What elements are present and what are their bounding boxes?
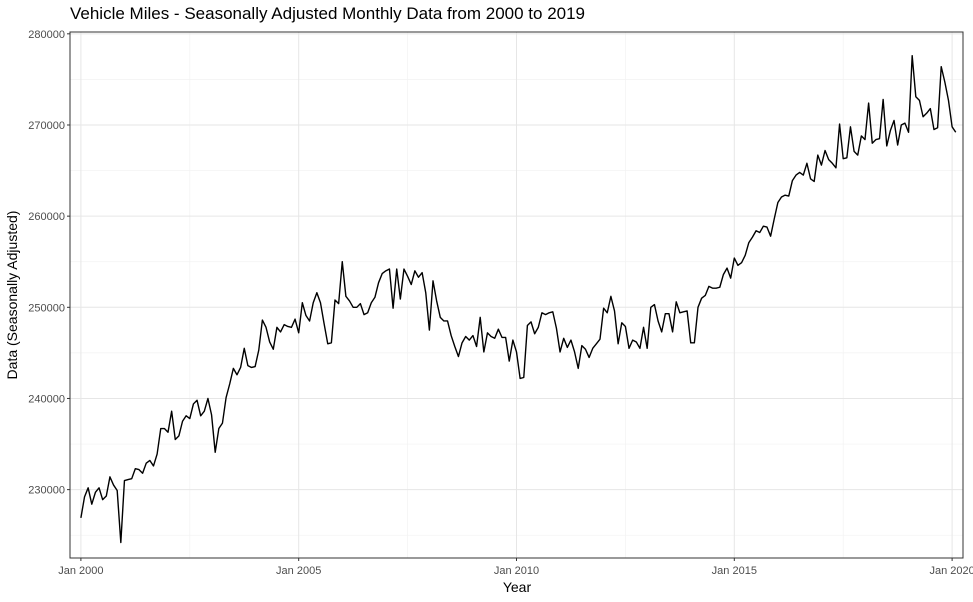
y-tick-label: 230000 bbox=[28, 485, 65, 497]
series-line bbox=[80, 55, 957, 544]
y-tick-label: 260000 bbox=[28, 211, 65, 223]
y-tick-label: 280000 bbox=[28, 29, 65, 41]
x-tick-label: Jan 2020 bbox=[929, 565, 973, 577]
y-axis-title: Data (Seasonally Adjusted) bbox=[4, 211, 20, 380]
x-axis-ticks: Jan 2000 Jan 2005 Jan 2010 Jan 2015 Jan 2020 bbox=[58, 558, 973, 577]
x-tick-label: Jan 2000 bbox=[58, 565, 103, 577]
x-tick-label: Jan 2010 bbox=[494, 565, 539, 577]
x-axis-title: Year bbox=[503, 579, 532, 595]
y-tick-label: 240000 bbox=[28, 393, 65, 405]
x-tick-label: Jan 2015 bbox=[712, 565, 757, 577]
y-axis-ticks: 230000 240000 250000 260000 270000 280000 bbox=[28, 29, 70, 497]
y-tick-label: 270000 bbox=[28, 120, 65, 132]
chart-title: Vehicle Miles - Seasonally Adjusted Mont… bbox=[70, 4, 586, 23]
x-tick-label: Jan 2005 bbox=[276, 565, 321, 577]
y-tick-label: 250000 bbox=[28, 302, 65, 314]
grid-major bbox=[70, 32, 963, 558]
